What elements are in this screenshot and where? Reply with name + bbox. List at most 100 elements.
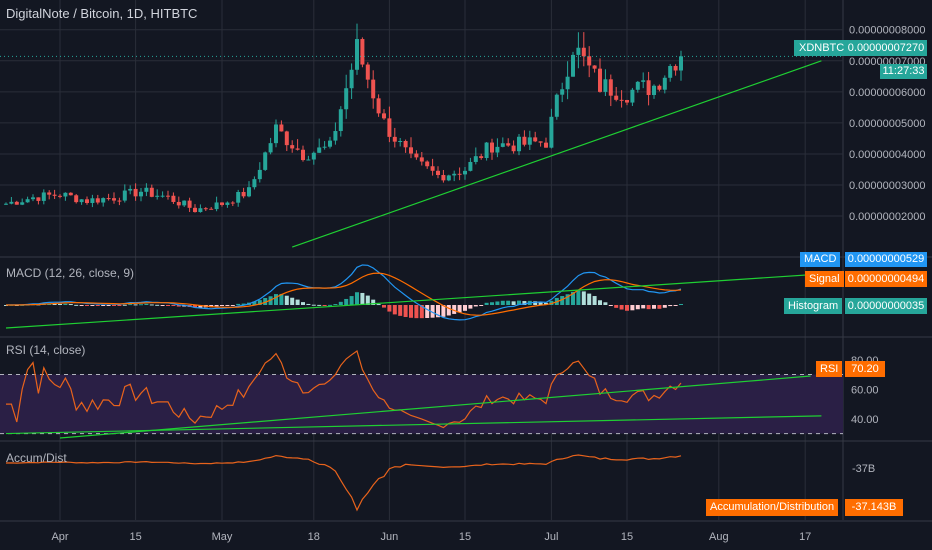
macd-histogram-bar [403,305,408,317]
candle-body [101,198,106,203]
candle-body [625,100,629,103]
macd-histogram-bar [328,304,332,306]
candle-body [74,195,79,203]
macd-histogram-bar [133,304,138,306]
candle-body [376,98,381,114]
macd-histogram-bar [263,298,268,305]
macd-histogram-bar [317,304,322,306]
macd-histogram-bar [646,305,651,310]
histogram-tag: Histogram [784,298,843,314]
candle-body [106,198,111,200]
macd-histogram-bar [360,292,365,305]
candle-body [31,197,35,200]
macd-histogram-bar [376,304,381,306]
macd-histogram-bar [652,305,656,309]
candle-body [274,124,278,144]
macd-histogram-bar [128,304,133,306]
candle-body [95,198,100,203]
macd-histogram-bar [500,300,505,305]
candle-body [247,187,251,197]
macd-histogram-bar [198,305,203,308]
candle-body [9,201,14,204]
candle-body [355,39,359,70]
macd-histogram-bar [598,300,602,305]
macd-histogram-bar [387,305,392,312]
macd-histogram-bar [668,305,673,307]
candle-body [673,65,678,71]
macd-histogram-bar [662,305,667,308]
macd-histogram-bar [344,298,349,305]
time-axis-label: 15 [621,531,633,543]
macd-histogram-bar [257,300,262,305]
price-axis-label: 0.00000005000 [849,118,925,130]
candle-body [506,143,511,146]
macd-histogram-bar [365,295,370,305]
candle-body [14,201,19,205]
candle-body [441,175,446,181]
macd-histogram-bar [355,292,359,305]
macd-histogram-bar [371,299,376,305]
candle-body [139,191,143,197]
candle-body [112,198,116,201]
candle-body [646,80,651,96]
macd-histogram-bar [441,305,446,317]
candle-body [511,145,516,152]
macd-histogram-bar [425,305,430,319]
candle-body [538,141,543,143]
macd-histogram-bar [241,303,246,305]
candle-body [333,131,338,141]
candle-body [133,188,138,197]
candle-body [360,39,365,65]
candle-body [257,169,262,180]
signal-tag: Signal [805,271,844,287]
candle-body [160,195,165,197]
time-axis-label: 17 [799,531,811,543]
macd-histogram-bar [614,305,619,308]
candle-body [47,192,52,195]
rsi-line [6,350,682,429]
time-axis-label: Aug [709,531,729,543]
macd-histogram-bar [490,302,494,305]
candle-body [220,202,224,205]
macd-histogram-bar [446,305,451,316]
macd-histogram-bar [160,305,165,306]
price-axis-label: 0.00000003000 [849,180,925,192]
macd-histogram-bar [230,305,235,306]
candle-body [657,85,662,90]
candle-body [187,200,192,208]
macd-histogram-bar [311,304,316,306]
candle-body [463,170,467,175]
candle-body [587,56,592,66]
time-axis-label: 15 [459,531,471,543]
candle-body [473,156,478,162]
macd-histogram-bar [576,290,581,305]
ad-title: Accum/Dist [6,451,67,465]
macd-tag: MACD [800,252,841,267]
candle-body [382,113,386,119]
macd-histogram-bar [484,302,489,305]
candle-body [301,149,305,161]
price-axis-label: 0.00000006000 [849,87,925,99]
candle-body [182,200,187,206]
rsi-title: RSI (14, close) [6,343,86,357]
macd-histogram-bar [171,305,176,306]
candle-body [430,166,435,171]
histogram-value: 0.00000000035 [845,298,927,314]
candle-body [149,187,154,197]
macd-histogram-bar [473,305,478,307]
candle-body [603,79,608,92]
macd-histogram-bar [236,303,241,305]
candle-body [652,85,656,96]
candle-body [79,199,84,203]
candle-body [122,190,127,201]
candle-body [479,156,484,159]
ad-tag: Accumulation/Distribution [706,499,839,516]
candle-body [527,137,532,145]
macd-histogram-bar [581,291,586,305]
candle-body [425,161,430,167]
macd-histogram-bar [630,305,635,311]
rsi-trendline-0 [59,375,811,439]
macd-title: MACD (12, 26, close, 9) [6,266,135,280]
candle-body [214,202,219,210]
